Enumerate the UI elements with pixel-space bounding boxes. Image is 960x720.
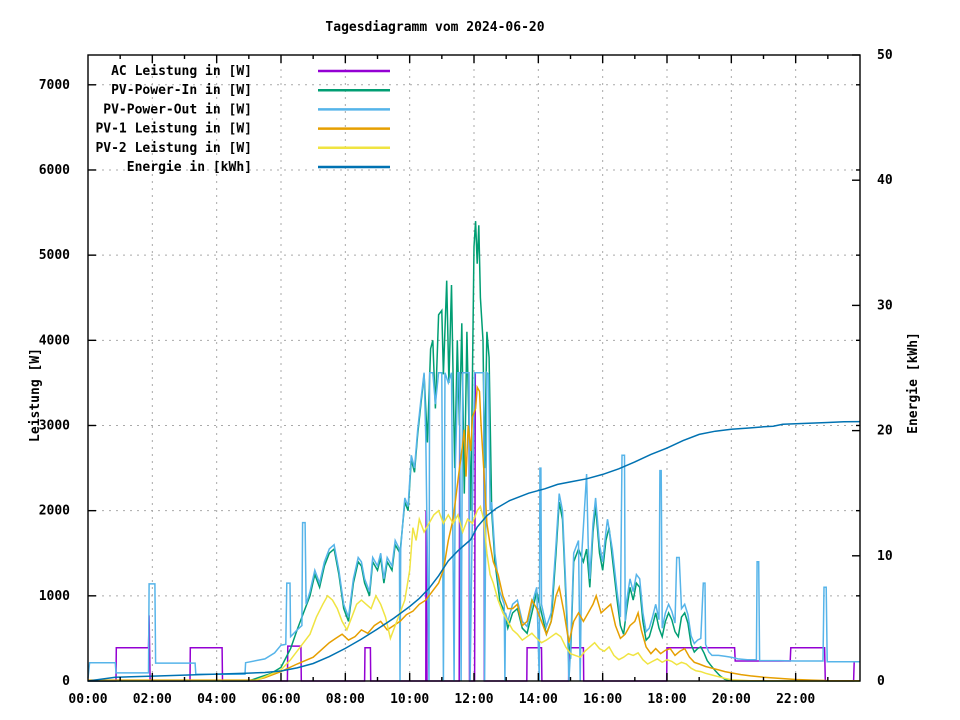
x-tick-label: 20:00 xyxy=(712,692,751,707)
series-pv-2-leistung-in-w xyxy=(88,504,860,682)
x-tick-label: 16:00 xyxy=(583,692,622,707)
legend-label: PV-1 Leistung in [W] xyxy=(95,122,252,137)
y-right-tick-label: 50 xyxy=(877,48,893,63)
x-tick-label: 10:00 xyxy=(390,692,429,707)
chart-title: Tagesdiagramm vom 2024-06-20 xyxy=(325,20,544,35)
x-tick-label: 12:00 xyxy=(454,692,493,707)
x-tick-label: 00:00 xyxy=(68,692,107,707)
series-energie-in-kwh xyxy=(87,420,861,682)
y-left-tick-label: 1000 xyxy=(39,589,70,604)
x-tick-label: 02:00 xyxy=(133,692,172,707)
x-tick-label: 18:00 xyxy=(647,692,686,707)
series-pv-power-out-in-w xyxy=(87,370,860,682)
x-tick-label: 08:00 xyxy=(326,692,365,707)
legend-label: PV-Power-In in [W] xyxy=(111,83,252,98)
y-right-tick-label: 30 xyxy=(877,298,893,313)
y-left-tick-label: 3000 xyxy=(39,418,70,433)
y-right-tick-label: 10 xyxy=(877,549,893,564)
y-left-tick-label: 7000 xyxy=(39,78,70,93)
y-left-tick-label: 0 xyxy=(62,674,70,689)
legend-label: PV-2 Leistung in [W] xyxy=(95,141,252,156)
y-right-tick-label: 0 xyxy=(877,674,885,689)
legend-label: PV-Power-Out in [W] xyxy=(103,102,252,117)
series-pv-1-leistung-in-w xyxy=(88,384,861,682)
y-left-tick-label: 4000 xyxy=(39,333,70,348)
y-left-tick-label: 6000 xyxy=(39,163,70,178)
y-right-tick-label: 20 xyxy=(877,424,893,439)
y-left-tick-label: 5000 xyxy=(39,248,70,263)
y-left-axis-label: Leistung [W] xyxy=(28,348,43,442)
x-tick-label: 22:00 xyxy=(776,692,815,707)
y-right-tick-label: 40 xyxy=(877,173,893,188)
x-tick-label: 14:00 xyxy=(519,692,558,707)
plot-frame xyxy=(87,54,861,682)
data-series xyxy=(87,221,861,682)
x-tick-label: 04:00 xyxy=(197,692,236,707)
legend: AC Leistung in [W] PV-Power-In in [W] PV-P… xyxy=(95,64,390,175)
y-left-tick-label: 2000 xyxy=(39,504,70,519)
legend-label: AC Leistung in [W] xyxy=(111,64,252,79)
x-tick-label: 06:00 xyxy=(261,692,300,707)
legend-label: Energie in [kWh] xyxy=(127,160,252,175)
tick-labels: 0 1000 2000 3000 4000 5000 6000 7000 0 10 20 30 40 50… xyxy=(39,48,893,707)
y-right-axis-label: Energie [kWh] xyxy=(906,332,921,434)
